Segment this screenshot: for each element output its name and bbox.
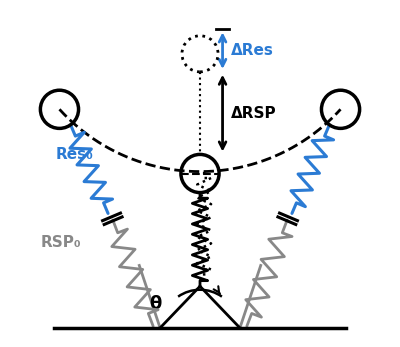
Text: ΔRSP: ΔRSP [231,105,277,121]
Text: ΔRes: ΔRes [231,43,274,58]
Text: Res₀: Res₀ [56,147,94,162]
Text: RSP₀: RSP₀ [40,235,81,251]
Text: θ: θ [149,295,161,313]
